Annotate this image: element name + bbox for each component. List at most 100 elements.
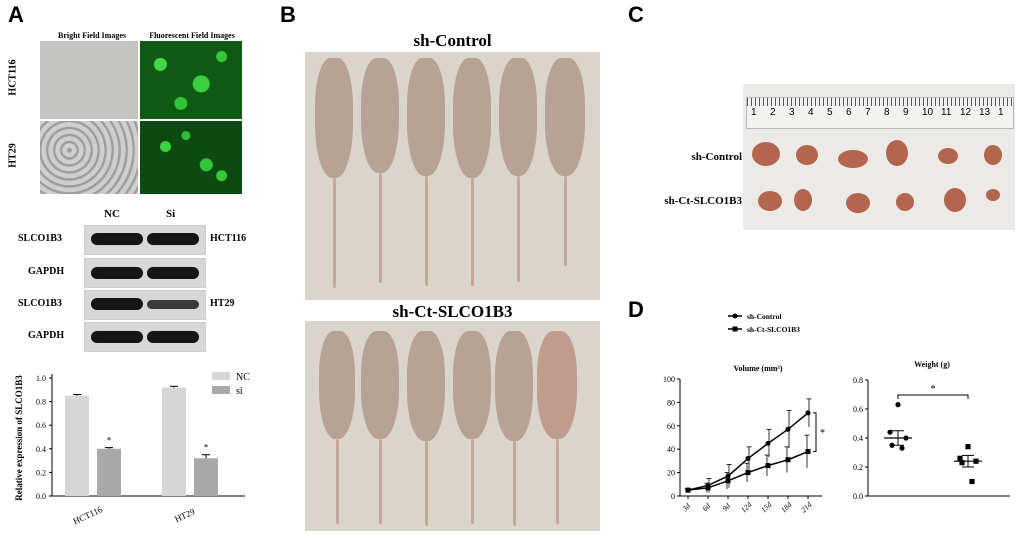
bar-chart-ylabel: Relative expression of SLCO1B3 xyxy=(14,375,24,501)
tumor-row-label-sh-ct-slco1b3: sh-Ct-SLCO1B3 xyxy=(664,195,742,207)
scatter-y-tick-label: 0.6 xyxy=(853,405,863,414)
fluorescent-image-ht29 xyxy=(140,121,242,194)
line-point xyxy=(725,478,731,484)
line-y-tick-label: 100 xyxy=(663,375,675,384)
fluorescent-field-header: Fluorescent Field Images xyxy=(149,31,235,40)
blot-protein-label: GAPDH xyxy=(28,266,65,277)
line-y-tick-label: 60 xyxy=(667,422,675,431)
blot-cell-label: HT29 xyxy=(210,298,235,309)
fluorescent-image-hct116 xyxy=(140,41,242,119)
bright-field-header: Bright Field Images xyxy=(58,31,126,40)
bar-y-tick-label: 1.0 xyxy=(36,374,46,383)
significance-star: * xyxy=(820,428,825,439)
line-y-tick-label: 0 xyxy=(671,492,675,501)
row-label-hct116: HCT116 xyxy=(7,59,19,96)
line-legend-label: sh-Ct-SLCO1B3 xyxy=(747,325,800,334)
ruler-number: 1 xyxy=(998,107,1004,118)
bar-y-tick-label: 0.4 xyxy=(36,445,46,454)
bar-category-label: HCT116 xyxy=(71,504,104,526)
ruler-number: 2 xyxy=(770,107,776,118)
blot-col-nc: NC xyxy=(104,208,120,220)
bar-legend-swatch xyxy=(212,372,230,380)
line-point xyxy=(805,410,811,416)
line-legend-marker xyxy=(732,326,738,332)
western-blot-slco1b3-hct116 xyxy=(84,225,206,255)
panel-label-d: D xyxy=(628,297,644,322)
line-x-tick-label: 21d xyxy=(799,500,813,514)
line-x-tick-label: 6d xyxy=(700,501,712,513)
blot-cell-label: HCT116 xyxy=(210,233,247,244)
line-point xyxy=(685,487,691,493)
weight-chart-title: Weight (g) xyxy=(914,360,950,369)
scatter-point xyxy=(903,435,909,441)
bar xyxy=(194,458,218,496)
line-series xyxy=(687,412,809,491)
line-point xyxy=(765,463,771,469)
bar-y-tick-label: 0.8 xyxy=(36,398,46,407)
line-x-tick-label: 18d xyxy=(779,500,793,514)
ruler-number: 6 xyxy=(846,107,852,118)
bar-y-tick-label: 0.6 xyxy=(36,421,46,430)
ruler-number: 8 xyxy=(884,107,890,118)
ruler-number: 3 xyxy=(789,107,795,118)
line-y-tick-label: 40 xyxy=(667,445,675,454)
scatter-y-tick-label: 0.8 xyxy=(853,376,863,385)
line-legend-label: sh-Control xyxy=(747,312,781,321)
panel-label-c: C xyxy=(628,2,644,27)
mice-photo-sh-ct-slco1b3 xyxy=(305,321,600,531)
bar-legend-swatch xyxy=(212,386,230,394)
row-label-ht29: HT29 xyxy=(7,143,19,168)
mice-label-sh-control: sh-Control xyxy=(413,31,492,50)
scatter-point xyxy=(965,444,971,450)
significance-star: * xyxy=(107,436,112,446)
western-blot-slco1b3-ht29 xyxy=(84,290,206,320)
scatter-point xyxy=(957,455,963,461)
panel-label-b: B xyxy=(280,2,296,27)
ruler-number: 5 xyxy=(827,107,833,118)
tumor-weight-chart: Weight (g) 0.0 0.2 0.4 0.6 0.8 * xyxy=(853,360,1010,501)
bar-category-label: HT29 xyxy=(173,506,197,524)
scatter-point xyxy=(959,460,965,466)
blot-protein-label: SLCO1B3 xyxy=(18,298,62,309)
expression-bar-chart: Relative expression of SLCO1B3 0.0 0.2 0.4… xyxy=(14,372,250,526)
blot-protein-label: GAPDH xyxy=(28,330,65,341)
ruler-number: 12 xyxy=(960,107,972,118)
scatter-y-tick-label: 0.4 xyxy=(853,434,863,443)
ruler-number: 10 xyxy=(922,107,934,118)
panel-label-a: A xyxy=(8,2,24,27)
scatter-point xyxy=(899,445,905,451)
blot-protein-label: SLCO1B3 xyxy=(18,233,62,244)
line-x-tick-label: 15d xyxy=(759,500,773,514)
ruler-number: 4 xyxy=(808,107,814,118)
bar-y-tick-label: 0.0 xyxy=(36,492,46,501)
scatter-y-tick-label: 0.2 xyxy=(853,463,863,472)
bar-legend-label: si xyxy=(236,386,243,397)
significance-star: * xyxy=(930,383,936,395)
scatter-point xyxy=(973,458,979,464)
bar xyxy=(65,395,89,496)
bright-field-image-ht29 xyxy=(40,121,138,194)
bright-field-image-hct116 xyxy=(40,41,138,119)
scatter-point xyxy=(895,402,901,408)
line-point xyxy=(765,440,771,446)
western-blot-gapdh-hct116 xyxy=(84,258,206,288)
line-point xyxy=(725,473,731,479)
line-y-tick-label: 20 xyxy=(667,469,675,478)
line-point xyxy=(705,485,711,491)
mice-label-sh-ct-slco1b3: sh-Ct-SLCO1B3 xyxy=(392,302,513,321)
volume-chart-title: Volume (mm³) xyxy=(734,364,783,373)
tumor-volume-chart: sh-Control sh-Ct-SLCO1B3 Volume (mm³) 0 20… xyxy=(663,312,825,514)
blot-col-si: Si xyxy=(166,208,176,220)
mice-photo-sh-control xyxy=(305,52,600,300)
tumor-row-label-sh-control: sh-Control xyxy=(691,151,742,163)
ruler-number: 1 xyxy=(751,107,757,118)
ruler: 1 2 3 4 5 6 7 8 9 10 11 12 13 1 xyxy=(746,97,1014,129)
scatter-y-tick-label: 0.0 xyxy=(853,492,863,501)
bar xyxy=(97,448,121,496)
line-point xyxy=(785,426,791,432)
line-y-tick-label: 80 xyxy=(667,398,675,407)
ruler-number: 13 xyxy=(979,107,991,118)
line-legend-marker xyxy=(732,313,738,319)
ruler-number: 9 xyxy=(903,107,909,118)
significance-bracket xyxy=(897,394,969,399)
